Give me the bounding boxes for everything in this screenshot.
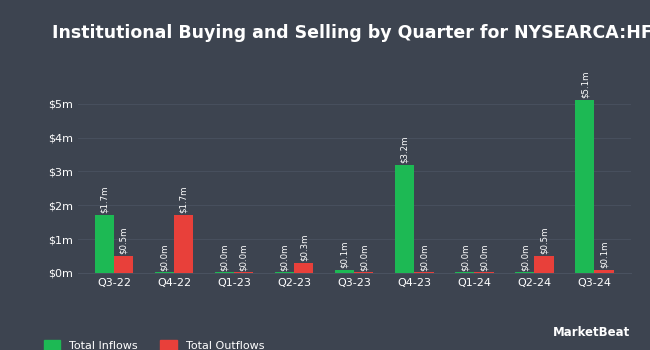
- Bar: [215, 272, 234, 273]
- Text: $0.0m: $0.0m: [419, 244, 428, 271]
- Text: $0.3m: $0.3m: [299, 233, 308, 261]
- Text: $1.7m: $1.7m: [179, 186, 188, 214]
- Text: $0.5m: $0.5m: [540, 226, 549, 254]
- Text: $0.0m: $0.0m: [460, 244, 469, 271]
- Bar: [155, 272, 174, 273]
- Text: $0.0m: $0.0m: [220, 244, 229, 271]
- Text: Institutional Buying and Selling by Quarter for NYSEARCA:HFXI: Institutional Buying and Selling by Quar…: [52, 25, 650, 42]
- Text: $0.5m: $0.5m: [119, 226, 128, 254]
- Bar: [354, 272, 374, 273]
- Bar: [234, 272, 254, 273]
- Text: $0.1m: $0.1m: [340, 240, 349, 268]
- Bar: [174, 215, 193, 273]
- Bar: [294, 263, 313, 273]
- Text: $0.0m: $0.0m: [520, 244, 529, 271]
- Text: MarketBeat: MarketBeat: [553, 327, 630, 340]
- Bar: [335, 270, 354, 273]
- Bar: [395, 164, 414, 273]
- Text: $0.0m: $0.0m: [480, 244, 488, 271]
- Bar: [595, 270, 614, 273]
- Bar: [515, 272, 534, 273]
- Bar: [474, 272, 493, 273]
- Bar: [114, 256, 133, 273]
- Bar: [534, 256, 554, 273]
- Text: $5.1m: $5.1m: [580, 71, 590, 98]
- Text: $0.0m: $0.0m: [359, 244, 369, 271]
- Legend: Total Inflows, Total Outflows: Total Inflows, Total Outflows: [40, 336, 268, 350]
- Text: $0.0m: $0.0m: [239, 244, 248, 271]
- Text: $0.0m: $0.0m: [160, 244, 169, 271]
- Text: $0.0m: $0.0m: [280, 244, 289, 271]
- Bar: [275, 272, 294, 273]
- Text: $1.7m: $1.7m: [100, 186, 109, 214]
- Text: $0.1m: $0.1m: [599, 240, 608, 268]
- Bar: [575, 100, 595, 273]
- Text: $3.2m: $3.2m: [400, 135, 410, 163]
- Bar: [455, 272, 474, 273]
- Bar: [95, 215, 114, 273]
- Bar: [414, 272, 434, 273]
